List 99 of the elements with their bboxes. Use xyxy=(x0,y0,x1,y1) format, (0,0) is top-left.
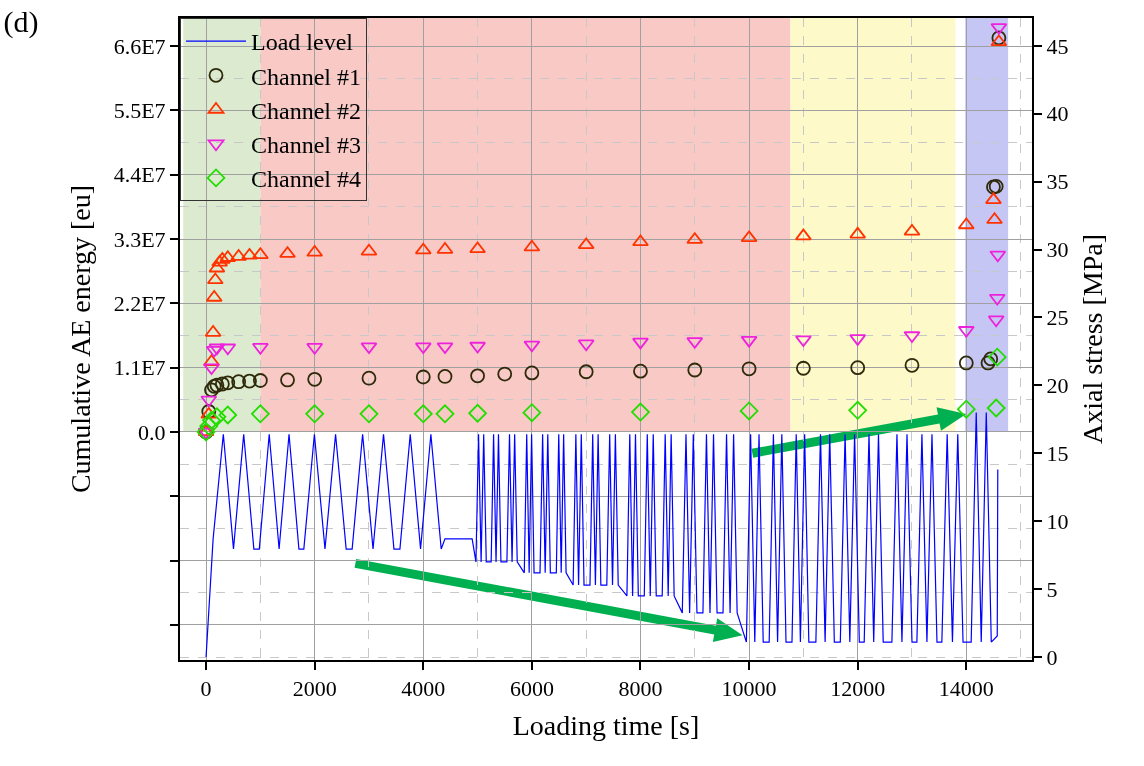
y-tick-label: 4.4E7 xyxy=(113,162,166,188)
point xyxy=(414,242,432,255)
point xyxy=(219,343,237,356)
point xyxy=(986,212,1003,224)
point xyxy=(796,360,811,376)
point xyxy=(577,237,595,250)
point xyxy=(958,355,974,371)
point xyxy=(687,362,703,378)
point xyxy=(251,404,270,424)
point xyxy=(435,404,455,424)
point xyxy=(980,355,996,371)
point xyxy=(848,400,868,420)
x-tick-label: 6000 xyxy=(509,676,554,702)
point xyxy=(208,260,226,273)
y2-tick-label: 40 xyxy=(1046,101,1069,127)
point xyxy=(523,239,541,252)
point xyxy=(956,399,976,419)
point xyxy=(578,364,594,380)
point xyxy=(206,272,224,285)
legend-label: Channel #4 xyxy=(251,166,361,193)
point xyxy=(522,403,542,423)
point xyxy=(987,347,1007,367)
y2-axis-title: Axial stress [MPa] xyxy=(1077,234,1108,444)
point xyxy=(359,404,379,424)
y2-tick-label: 5 xyxy=(1046,576,1058,602)
point xyxy=(904,357,920,373)
point xyxy=(218,405,238,425)
x-tick-label: 10000 xyxy=(721,676,777,702)
y-axis-title: Cumulative AE energy [eu] xyxy=(64,184,96,494)
x-tick-label: 8000 xyxy=(618,676,663,702)
point xyxy=(741,361,757,377)
point xyxy=(437,369,453,384)
x-tick-label: 14000 xyxy=(938,676,994,702)
point xyxy=(242,373,257,389)
point xyxy=(469,241,486,254)
point xyxy=(469,341,486,354)
point xyxy=(307,371,323,387)
point xyxy=(631,402,650,422)
legend-label: Channel #1 xyxy=(251,63,361,90)
point xyxy=(202,410,221,430)
legend-label: Channel #3 xyxy=(251,132,361,159)
legend-label: Channel #2 xyxy=(251,97,361,124)
point xyxy=(988,293,1006,306)
y-tick-label: 0.0 xyxy=(138,419,166,445)
y2-tick-label: 25 xyxy=(1046,305,1069,331)
point xyxy=(231,374,247,390)
y2-tick-label: 20 xyxy=(1046,373,1069,399)
point xyxy=(985,192,1002,204)
point xyxy=(849,226,867,239)
x-tick-label: 12000 xyxy=(830,676,886,702)
point xyxy=(360,243,378,256)
y2-tick-label: 10 xyxy=(1046,508,1069,534)
point xyxy=(794,228,812,241)
point xyxy=(632,337,649,350)
x-tick-label: 2000 xyxy=(292,676,337,702)
point xyxy=(361,370,377,386)
point xyxy=(983,351,999,367)
x-tick-label: 4000 xyxy=(401,676,446,702)
y-tick-label: 2.2E7 xyxy=(113,291,166,317)
y2-tick-label: 15 xyxy=(1046,440,1069,466)
y-tick-label: 5.5E7 xyxy=(113,98,166,124)
point xyxy=(470,368,485,384)
y2-tick-label: 30 xyxy=(1046,237,1069,263)
point xyxy=(415,369,431,385)
point xyxy=(990,34,1008,47)
point xyxy=(241,247,258,260)
point xyxy=(279,246,296,258)
point xyxy=(739,401,759,421)
point xyxy=(986,398,1006,418)
point xyxy=(220,375,236,391)
point xyxy=(524,365,540,381)
point xyxy=(214,376,230,392)
y-tick-label: 1.1E7 xyxy=(113,355,166,381)
point xyxy=(413,404,433,424)
point xyxy=(957,217,975,230)
y2-tick-label: 45 xyxy=(1046,33,1069,59)
point xyxy=(207,407,227,427)
point xyxy=(305,404,325,424)
chart-title: (d) xyxy=(3,5,39,40)
point xyxy=(280,372,295,388)
point xyxy=(203,363,220,376)
y-tick-label: 3.3E7 xyxy=(113,226,166,252)
y2-tick-label: 0 xyxy=(1046,644,1058,670)
x-tick-label: 0 xyxy=(200,676,212,702)
y2-tick-label: 35 xyxy=(1046,169,1069,195)
point xyxy=(252,373,268,388)
point xyxy=(497,366,513,382)
point xyxy=(850,360,866,376)
point xyxy=(199,416,219,436)
point xyxy=(633,363,648,379)
legend-label: Load level xyxy=(251,29,354,56)
point xyxy=(577,339,595,352)
point xyxy=(204,382,219,398)
point xyxy=(632,234,649,247)
point xyxy=(523,340,541,353)
x-axis-title: Loading time [s] xyxy=(512,710,700,741)
y-tick-label: 6.6E7 xyxy=(113,33,166,59)
point xyxy=(468,403,487,423)
point xyxy=(200,395,218,408)
